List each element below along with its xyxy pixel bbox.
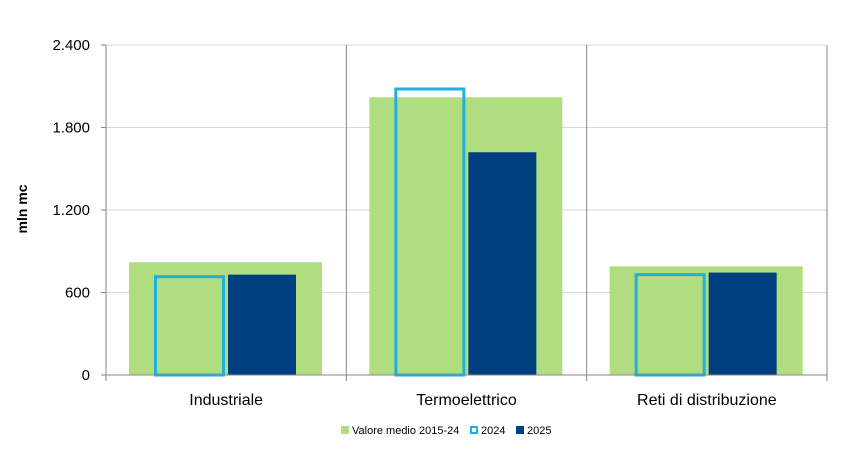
x-tick-label-0: Industriale bbox=[189, 392, 263, 409]
x-tick-label-2: Reti di distribuzione bbox=[637, 392, 777, 409]
legend-swatch-1 bbox=[470, 426, 478, 434]
y-tick-label-1: 600 bbox=[65, 285, 90, 302]
legend-swatch-0 bbox=[341, 426, 349, 434]
bar-2025-2 bbox=[708, 272, 777, 375]
bars bbox=[129, 87, 803, 377]
legend-label-0: Valore medio 2015-24 bbox=[352, 425, 459, 437]
axes bbox=[101, 44, 827, 376]
bar-2025-0 bbox=[228, 274, 296, 375]
y-tick-label-0: 0 bbox=[82, 367, 90, 384]
legend: Valore medio 2015-24 2024 2025 bbox=[341, 425, 551, 437]
y-tick-label-4: 2.400 bbox=[52, 37, 90, 54]
bar-2025-1 bbox=[468, 152, 537, 375]
legend-label-2: 2025 bbox=[527, 425, 551, 437]
legend-label-1: 2024 bbox=[481, 425, 505, 437]
y-tick-label-3: 1.800 bbox=[52, 120, 90, 137]
legend-swatch-2 bbox=[516, 426, 524, 434]
y-axis-label: mln mc bbox=[14, 184, 30, 233]
x-tick-labels: Industriale Termoelettrico Reti di distrib… bbox=[189, 392, 776, 409]
x-tick-label-1: Termoelettrico bbox=[416, 392, 517, 409]
y-tick-labels: 0 600 1.200 1.800 2.400 bbox=[52, 37, 90, 384]
category-separators bbox=[105, 45, 828, 381]
y-tick-label-2: 1.200 bbox=[52, 202, 90, 219]
